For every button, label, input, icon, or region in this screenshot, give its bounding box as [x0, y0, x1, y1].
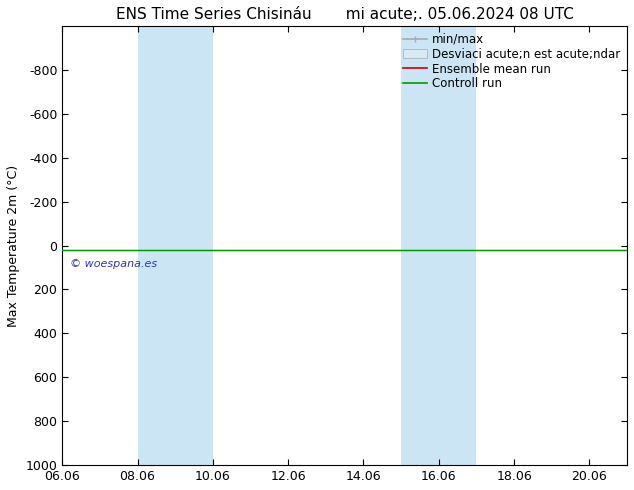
Legend: min/max, Desviaci acute;n est acute;ndar, Ensemble mean run, Controll run: min/max, Desviaci acute;n est acute;ndar… [400, 29, 623, 94]
Title: ENS Time Series Chisináu       mi acute;. 05.06.2024 08 UTC: ENS Time Series Chisináu mi acute;. 05.0… [116, 7, 574, 22]
Text: © woespana.es: © woespana.es [70, 259, 157, 269]
Bar [401, 26, 476, 465]
Bar [138, 26, 213, 465]
Y-axis label: Max Temperature 2m (°C): Max Temperature 2m (°C) [7, 165, 20, 327]
